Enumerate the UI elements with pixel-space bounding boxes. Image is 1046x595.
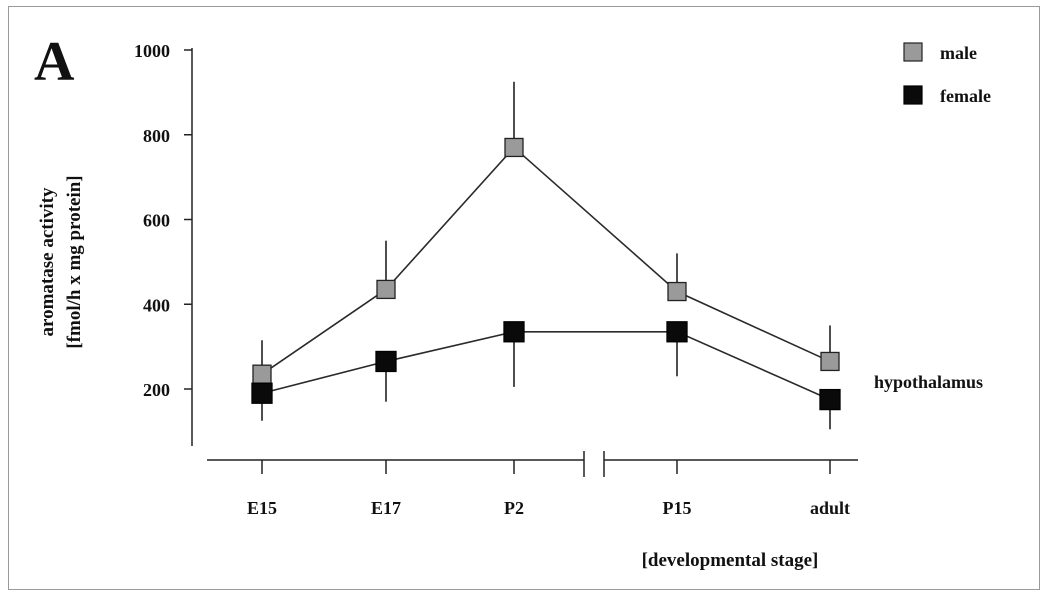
legend-label-male: male (940, 43, 977, 63)
series-female (251, 321, 841, 430)
x-tick-label-adult: adult (810, 498, 850, 518)
series-male (252, 81, 840, 384)
point-female-E17 (375, 350, 397, 373)
series-layer (251, 81, 841, 430)
point-female-E15 (251, 382, 273, 404)
x-tick-label-E17: E17 (371, 498, 401, 518)
y-axis-title-line1: aromatase activity (37, 187, 58, 336)
point-male-E15 (252, 364, 272, 384)
y-axis-ticks: 200 400 600 800 1000 (134, 41, 192, 400)
x-axis-title: [developmental stage] (642, 550, 819, 571)
point-male-P15 (667, 281, 687, 302)
y-tick-label-200: 200 (143, 380, 170, 400)
legend: male female (903, 42, 991, 106)
y-axis-title-line2: [fmol/h x mg protein] (64, 175, 85, 348)
x-axis (207, 451, 858, 477)
panel-label: A (34, 31, 75, 93)
legend-marker-female (903, 85, 923, 105)
series-line-male (261, 146, 831, 375)
point-female-adult (819, 388, 841, 411)
y-tick-label-800: 800 (143, 126, 170, 146)
point-male-P2 (504, 137, 524, 158)
legend-marker-male (903, 42, 923, 62)
x-axis-ticks: E15 E17 P2 P15 adult (247, 460, 850, 518)
x-tick-label-E15: E15 (247, 498, 277, 518)
point-female-P2 (503, 321, 525, 343)
y-tick-label-600: 600 (143, 211, 170, 231)
region-label: hypothalamus (874, 372, 983, 392)
x-tick-label-P15: P15 (663, 498, 692, 518)
x-tick-label-P2: P2 (504, 498, 524, 518)
y-tick-label-400: 400 (143, 295, 170, 315)
legend-label-female: female (940, 86, 991, 106)
point-female-P15 (666, 321, 688, 343)
series-line-female (261, 330, 831, 401)
y-tick-label-1000: 1000 (134, 41, 170, 61)
figure-frame (8, 6, 1040, 590)
point-male-E17 (376, 279, 396, 300)
point-male-adult (820, 351, 840, 372)
